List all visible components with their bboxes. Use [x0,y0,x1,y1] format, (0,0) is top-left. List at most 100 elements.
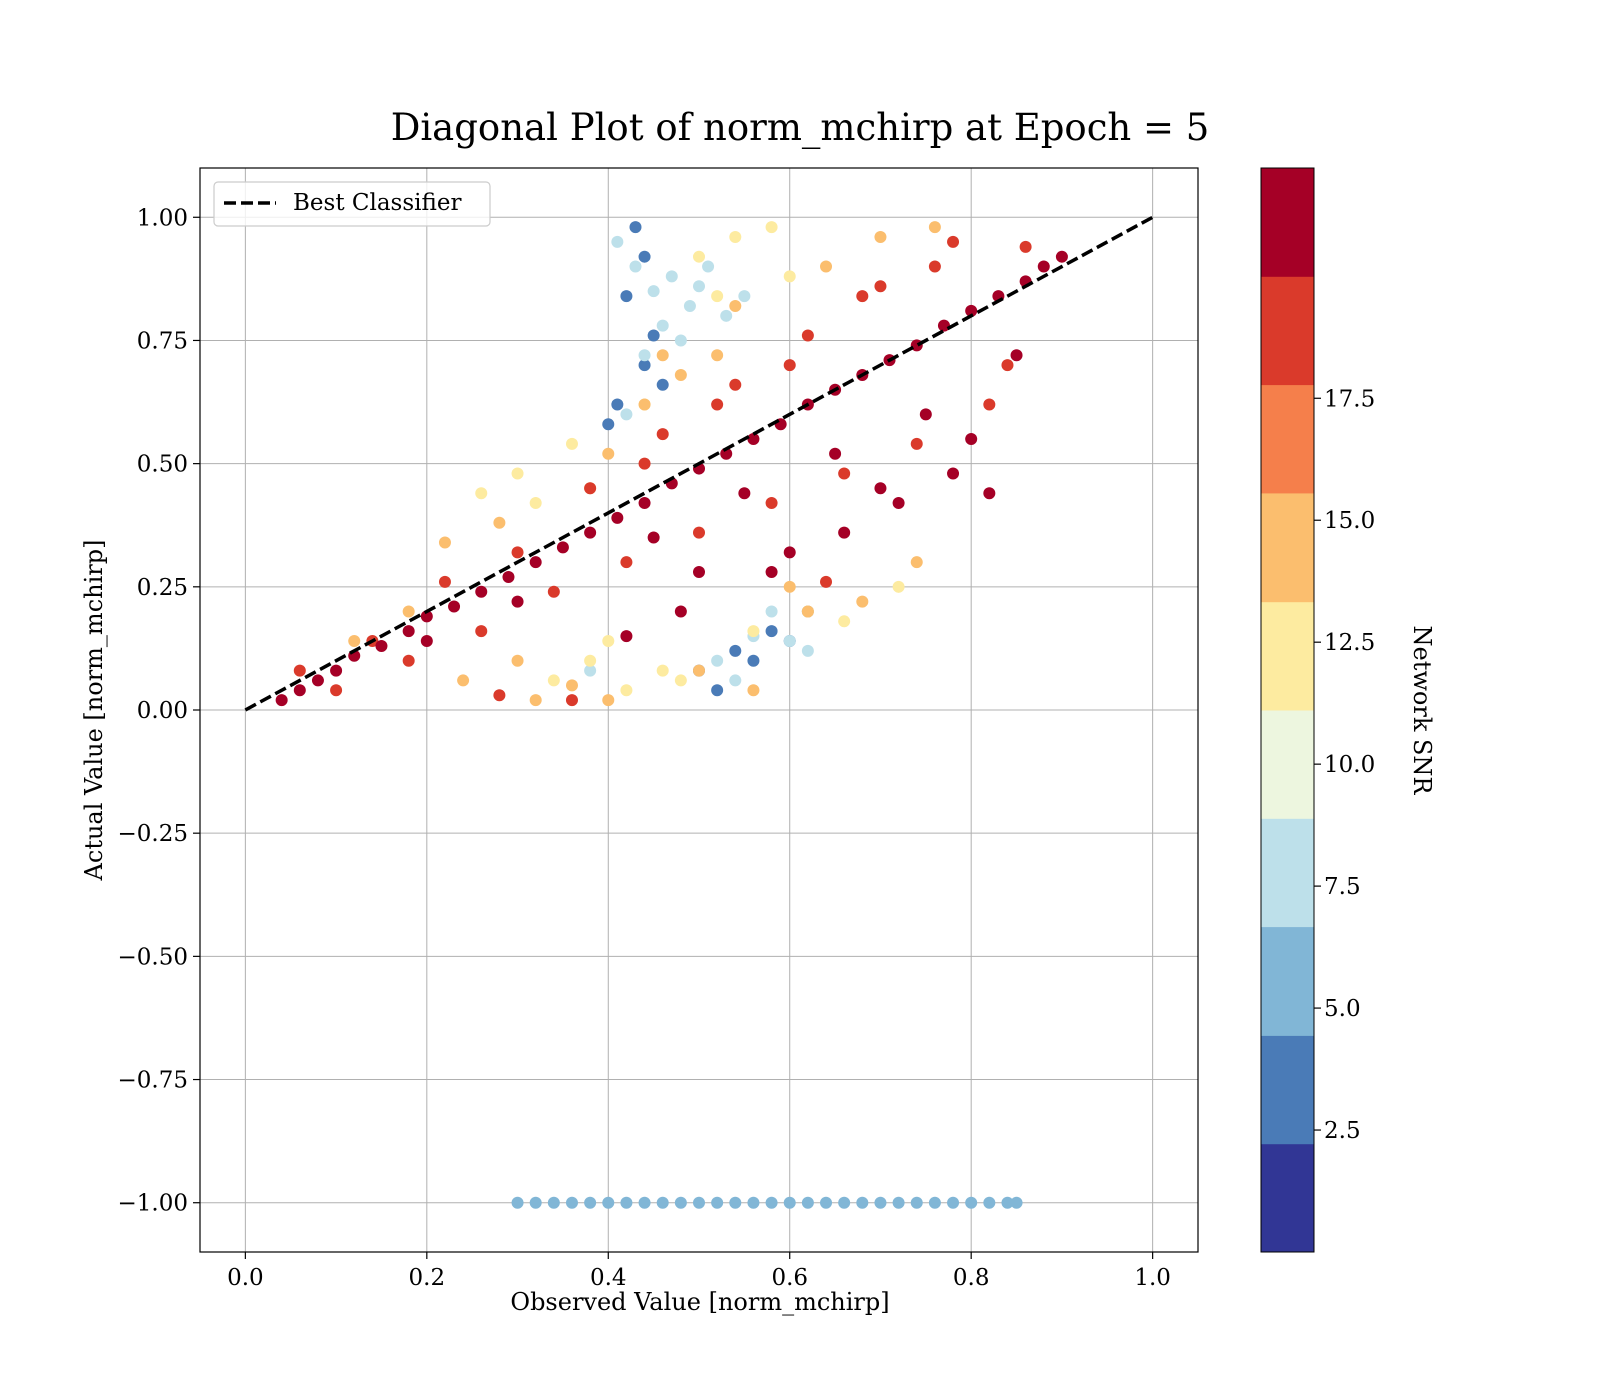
scatter-point [729,674,742,687]
scatter-point [783,270,796,283]
scatter-point [311,674,324,687]
colorbar-tick-label: 10.0 [1324,752,1375,778]
scatter-point [656,664,669,677]
scatter-point [611,398,624,411]
scatter-point [856,1196,869,1209]
scatter-point [420,635,433,648]
scatter-point [720,309,733,322]
scatter-point [1019,240,1032,253]
scatter-point [293,664,306,677]
scatter-point [928,1196,941,1209]
x-tick-label: 0.0 [227,1265,264,1291]
colorbar-bins [1261,168,1314,1253]
y-tick-label: −0.75 [118,1068,188,1094]
scatter-point [511,595,524,608]
scatter-point [493,516,506,529]
colorbar-tick-label: 5.0 [1324,996,1361,1022]
chart-title: Diagonal Plot of norm_mchirp at Epoch = … [391,106,1210,150]
scatter-point [656,428,669,441]
scatter-point [711,349,724,362]
scatter-point [729,644,742,657]
scatter-point [693,1196,705,1209]
colorbar-bin [1261,492,1314,603]
scatter-point [565,1196,578,1209]
scatter-point [683,299,696,312]
scatter-point [511,546,524,559]
scatter-point [611,235,624,248]
scatter-point [620,290,633,303]
scatter-point [874,1196,887,1209]
scatter-point [511,467,524,480]
scatter-point [638,457,651,470]
scatter-point [629,260,642,273]
scatter-point [928,221,941,234]
scatter-point [602,1196,615,1209]
scatter-point [475,625,488,638]
scatter-point [330,664,343,677]
scatter-point [511,654,524,667]
scatter-point [348,635,361,648]
scatter-point [820,1196,833,1209]
scatter-point [747,654,760,667]
scatter-point [1055,250,1068,263]
scatter-point [892,497,905,510]
scatter-point [647,329,660,342]
scatter-point [620,684,633,697]
scatter-point [656,378,669,391]
scatter-point [584,526,597,539]
best-classifier-line-group [244,215,1154,712]
plot-area: 0.0 0.2 0.4 0.6 0.8 1.0 −1.00 −0.75 −0.50 −0.25 0… [118,167,1199,1291]
colorbar-bin [1261,818,1314,928]
scatter-point [965,433,978,445]
colorbar-bin [1261,384,1314,494]
scatter-point [674,334,687,347]
grid [200,168,1198,1252]
scatter-point [738,290,751,303]
scatter-point [937,319,950,332]
best-classifier-line [244,215,1154,712]
scatter-point [547,674,560,687]
scatter-point [402,654,415,667]
scatter-point [965,1196,978,1209]
colorbar-bin [1261,926,1314,1036]
scatter-point [838,526,851,539]
scatter-point [765,1196,778,1209]
scatter-point [801,1196,814,1209]
colorbar-tick-label: 7.5 [1324,874,1361,900]
scatter-point [829,447,842,460]
scatter-point [711,398,724,411]
colorbar: 2.5 5.0 7.5 10.0 12.5 15.0 17.5 Network SNR [1260,167,1436,1253]
colorbar-label: Network SNR [1408,626,1436,796]
scatter-point [747,684,760,697]
scatter-point [783,580,796,593]
scatter-point [529,556,542,569]
scatter-point [1001,359,1014,372]
scatter-point [629,221,642,234]
x-tick-label: 0.6 [771,1265,808,1291]
scatter-point [783,359,796,372]
scatter-point [547,1196,560,1209]
scatter-point [947,1196,960,1209]
scatter-point [693,526,705,539]
legend: Best Classifier [213,181,491,227]
scatter-point [438,575,451,588]
legend-label: Best Classifier [293,190,461,216]
scatter-point [947,467,960,480]
scatter-point [729,230,742,243]
colorbar-bin [1261,1035,1314,1145]
y-tick-label: −0.50 [118,944,188,970]
scatter-point [820,260,833,273]
scatter-point [402,605,415,618]
scatter-point [693,250,705,263]
scatter-point [765,566,778,579]
scatter-point [910,437,923,450]
scatter-point [983,398,996,411]
legend-box [213,181,491,227]
scatter-point [765,605,778,618]
scatter-point [711,1196,724,1209]
scatter-point [275,694,288,707]
scatter-point [801,644,814,657]
scatter-point [330,684,343,697]
scatter-point [693,280,705,293]
